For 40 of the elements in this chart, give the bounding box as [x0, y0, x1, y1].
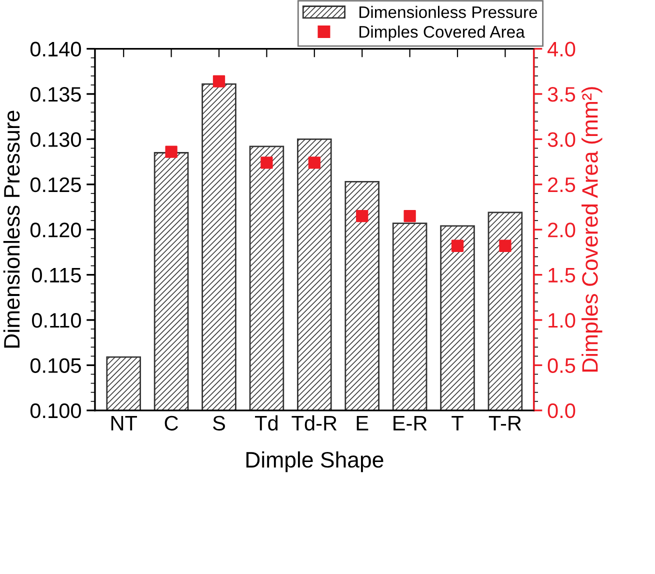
point [451, 240, 464, 252]
y-tick-label: 0.110 [32, 313, 81, 328]
y2-tick-label: 3.0 [548, 132, 576, 147]
y2-tick-label: 1.0 [548, 313, 576, 328]
x-tick-label: T [452, 416, 464, 430]
point [356, 210, 368, 222]
y2-tick-label: 1.5 [548, 268, 576, 283]
y-tick-label: 0.125 [30, 177, 81, 192]
y2-tick-label: 3.5 [548, 86, 576, 102]
x-tick-label: NT [111, 416, 138, 430]
y2-tick-label: 0.0 [548, 403, 576, 418]
y-tick-label: 0.105 [30, 358, 81, 373]
point [499, 240, 512, 252]
point [260, 156, 273, 169]
y2-tick-label: 2.0 [548, 222, 576, 238]
y2-tick-label: 4.0 [548, 42, 576, 57]
y2-axis-title: Dimples Covered Area (mm²) [582, 87, 602, 372]
legend-label: Dimensionless Pressure [359, 6, 538, 18]
x-tick-label: E [356, 416, 368, 430]
x-tick-label: T-R [488, 416, 522, 430]
y-tick-label: 0.115 [32, 268, 81, 283]
point [308, 156, 320, 169]
point [212, 75, 226, 88]
point [165, 146, 178, 158]
point [404, 210, 416, 222]
legend-label: Dimples Covered Area [359, 26, 525, 42]
x-tick-label: S [212, 416, 225, 431]
y-tick-label: 0.100 [30, 403, 81, 418]
x-tick-label: E-R [394, 416, 427, 430]
y-tick-label: 0.120 [30, 222, 81, 238]
y-tick-label: 0.135 [30, 86, 81, 102]
x-tick-label: Td [255, 415, 278, 431]
x-axis-title: Dimple Shape [246, 451, 384, 472]
y-axis-title: Dimensionless Pressure [3, 110, 20, 348]
x-tick-label: Td-R [292, 415, 337, 431]
y2-tick-label: 2.5 [548, 177, 576, 192]
x-tick-label: C [164, 416, 178, 431]
y-tick-label: 0.130 [30, 132, 81, 147]
y-tick-label: 0.140 [30, 42, 81, 57]
y2-tick-label: 0.5 [548, 358, 576, 373]
